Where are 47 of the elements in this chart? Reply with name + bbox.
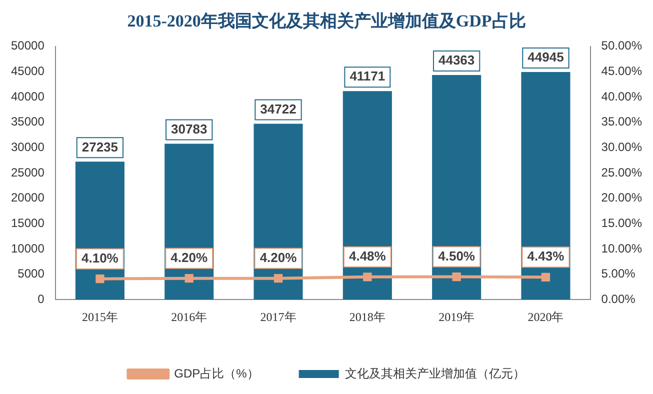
data-label: 4.43% (527, 248, 565, 264)
y-tick-label: 5000 (18, 266, 45, 281)
y-tick-label: 0 (38, 292, 45, 306)
data-label: 4.20% (170, 250, 208, 265)
chart-title: 2015-2020年我国文化及其相关产业增加值及GDP占比 (127, 12, 526, 31)
y2-tick-label: 25.00% (601, 165, 642, 180)
x-tick-label: 2019年 (438, 310, 475, 324)
bar (342, 91, 392, 300)
data-label: 44363 (438, 52, 475, 68)
data-label: 30783 (171, 121, 208, 136)
data-label: 27235 (82, 139, 118, 154)
y2-tick-label: 10.00% (601, 241, 642, 256)
y-tick-label: 50000 (10, 38, 45, 53)
bar (254, 124, 303, 300)
data-label: 4.50% (438, 248, 476, 264)
y-tick-label: 35000 (10, 114, 45, 129)
y-tick-label: 10000 (10, 241, 45, 256)
data-label: 41171 (350, 68, 386, 84)
bar (521, 72, 570, 300)
y2-tick-label: 40.00% (601, 89, 642, 104)
y2-tick-label: 45.00% (601, 64, 642, 78)
x-tick-label: 2020年 (528, 310, 564, 324)
bar (432, 74, 482, 300)
data-label: 4.48% (348, 248, 386, 264)
y2-tick-label: 30.00% (601, 140, 642, 154)
legend-label: GDP占比（%） (174, 366, 259, 380)
x-tick-label: 2016年 (171, 310, 208, 324)
y-tick-label: 30000 (10, 140, 45, 154)
y2-tick-label: 20.00% (601, 190, 642, 205)
y-tick-label: 20000 (10, 190, 45, 205)
y-tick-label: 15000 (10, 216, 45, 230)
y2-tick-label: 0.00% (601, 292, 636, 306)
x-tick-label: 2018年 (349, 310, 386, 324)
y2-tick-label: 5.00% (601, 266, 636, 281)
y-tick-label: 25000 (10, 165, 45, 180)
x-tick-label: 2015年 (82, 310, 118, 324)
y2-tick-label: 35.00% (601, 114, 642, 129)
data-label: 34722 (260, 101, 296, 116)
y2-tick-label: 15.00% (601, 216, 642, 230)
legend-label: 文化及其相关产业增加值（亿元） (344, 366, 525, 380)
y-tick-label: 45000 (10, 64, 45, 78)
data-label: 4.20% (260, 250, 298, 265)
data-label: 4.10% (82, 250, 119, 266)
data-label: 44945 (528, 50, 564, 65)
y2-tick-label: 50.00% (601, 38, 642, 53)
y-tick-label: 40000 (10, 89, 45, 104)
x-tick-label: 2017年 (260, 310, 296, 324)
